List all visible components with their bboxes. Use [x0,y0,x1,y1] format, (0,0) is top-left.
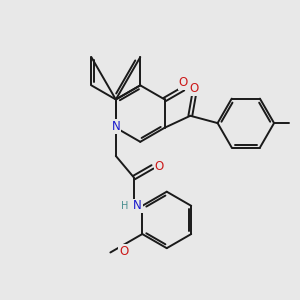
Text: O: O [178,76,188,89]
Text: H: H [122,201,129,211]
Text: N: N [133,199,142,212]
Text: N: N [111,120,120,133]
Text: O: O [154,160,164,173]
Text: O: O [189,82,199,95]
Text: O: O [119,245,128,258]
